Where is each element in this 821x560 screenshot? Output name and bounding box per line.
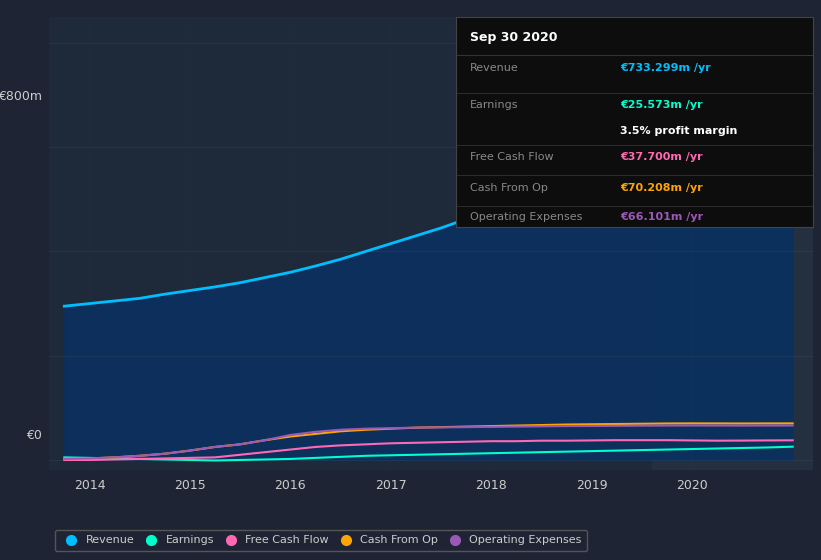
Text: €37.700m /yr: €37.700m /yr xyxy=(620,152,703,162)
Text: Operating Expenses: Operating Expenses xyxy=(470,212,582,222)
Text: €0: €0 xyxy=(25,429,42,442)
Text: 3.5% profit margin: 3.5% profit margin xyxy=(620,126,737,136)
Bar xyxy=(652,17,813,470)
Text: €800m: €800m xyxy=(0,90,42,102)
Text: Cash From Op: Cash From Op xyxy=(470,183,548,193)
Text: €66.101m /yr: €66.101m /yr xyxy=(620,212,703,222)
Legend: Revenue, Earnings, Free Cash Flow, Cash From Op, Operating Expenses: Revenue, Earnings, Free Cash Flow, Cash … xyxy=(55,530,587,551)
Text: €70.208m /yr: €70.208m /yr xyxy=(620,183,703,193)
Text: Earnings: Earnings xyxy=(470,100,518,110)
Text: Revenue: Revenue xyxy=(470,63,519,73)
Text: €733.299m /yr: €733.299m /yr xyxy=(620,63,711,73)
Text: Free Cash Flow: Free Cash Flow xyxy=(470,152,553,162)
Text: Sep 30 2020: Sep 30 2020 xyxy=(470,31,557,44)
Text: €25.573m /yr: €25.573m /yr xyxy=(620,100,703,110)
